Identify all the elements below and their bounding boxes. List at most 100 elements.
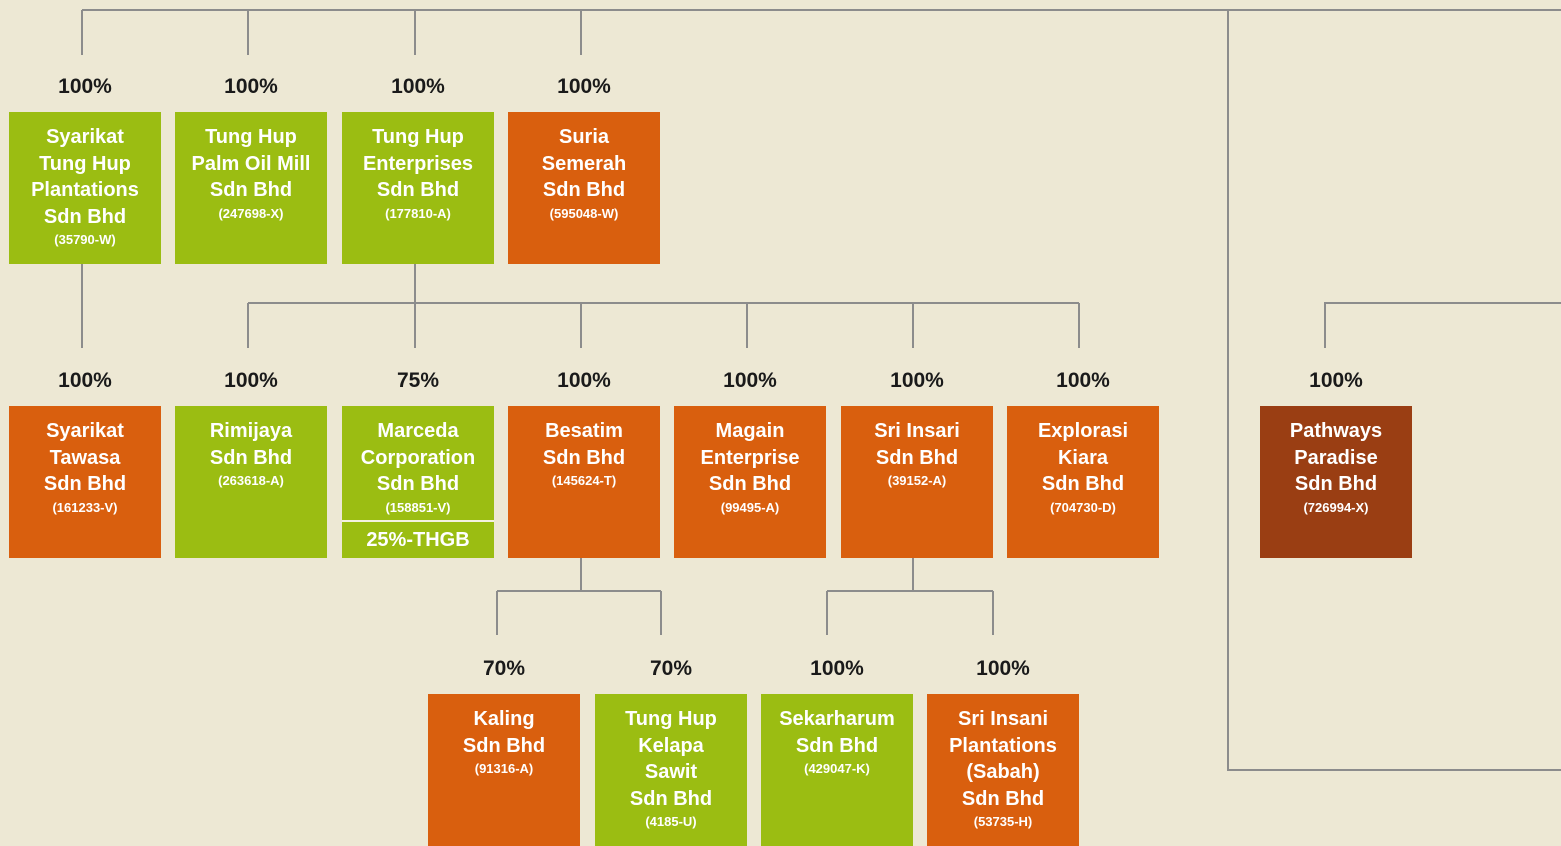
- registration-number: (35790-W): [54, 232, 116, 247]
- company-box: Tung Hup Palm Oil Mill Sdn Bhd (247698-X): [175, 112, 327, 264]
- registration-number: (158851-V): [385, 499, 451, 515]
- company-name: Sdn Bhd: [1041, 473, 1125, 495]
- ownership-percent: 100%: [58, 369, 112, 392]
- ownership-percent: 100%: [976, 657, 1030, 680]
- company-box: Suria Semerah Sdn Bhd (595048-W): [508, 112, 660, 264]
- company-name: Sdn Bhd: [43, 473, 127, 495]
- company-name: Sdn Bhd: [209, 446, 293, 469]
- company-box: Rimijaya Sdn Bhd (263618-A): [175, 406, 327, 558]
- company-name: Corporation: [360, 446, 476, 469]
- ownership-percent: 100%: [224, 75, 278, 98]
- registration-number: (4185-U): [645, 814, 697, 829]
- company-box: Sri Insani Plantations (Sabah) Sdn Bhd (5373…: [927, 694, 1079, 846]
- registration-number: (145624-T): [551, 473, 617, 488]
- company-name: Sdn Bhd: [875, 446, 959, 469]
- company-name: Sri Insani: [957, 708, 1049, 730]
- company-name: Sri Insari: [874, 420, 960, 442]
- registration-number: (39152-A): [887, 473, 947, 488]
- company-name: Enterprises: [362, 152, 474, 175]
- company-box: Sri Insari Sdn Bhd (39152-A): [841, 406, 993, 558]
- company-name: Kelapa: [638, 734, 704, 757]
- company-name: Sawit: [644, 761, 698, 783]
- ownership-percent: 100%: [810, 657, 864, 680]
- company-name: Plantations: [31, 179, 139, 201]
- company-box: Tung Hup Enterprises Sdn Bhd (177810-A): [342, 112, 494, 264]
- company-name: Suria: [558, 126, 610, 148]
- company-name: Sdn Bhd: [376, 473, 460, 495]
- company-box: Tung Hup Kelapa Sawit Sdn Bhd (4185-U): [595, 694, 747, 846]
- company-name: Tung Hup: [625, 708, 717, 730]
- company-name: Kiara: [1057, 446, 1109, 469]
- company-box: Besatim Sdn Bhd (145624-T): [508, 406, 660, 558]
- ownership-percent: 75%: [396, 369, 440, 392]
- ownership-percent: 100%: [557, 75, 611, 98]
- ownership-percent: 70%: [649, 657, 693, 680]
- company-name: Marceda: [377, 420, 459, 442]
- registration-number: (99495-A): [720, 499, 780, 515]
- ownership-percent: 100%: [890, 369, 944, 392]
- company-name: Tung Hup: [39, 152, 131, 175]
- company-name: Semerah: [541, 152, 627, 175]
- company-name: Sdn Bhd: [542, 179, 626, 201]
- company-name: Sdn Bhd: [629, 787, 713, 810]
- company-name: Sdn Bhd: [795, 734, 879, 757]
- ownership-percent: 100%: [557, 369, 611, 392]
- company-name: Kaling: [473, 708, 535, 730]
- ownership-percent: 100%: [723, 369, 777, 392]
- company-name: Besatim: [545, 420, 623, 442]
- company-name: Enterprise: [700, 446, 800, 469]
- company-name: Explorasi: [1037, 420, 1129, 442]
- company-box: Kaling Sdn Bhd (91316-A): [428, 694, 580, 846]
- company-name: Magain: [715, 420, 785, 442]
- company-name: Plantations: [949, 734, 1057, 757]
- registration-number: (429047-K): [804, 761, 870, 776]
- registration-number: (177810-A): [385, 205, 451, 221]
- registration-number: (161233-V): [52, 499, 118, 515]
- company-name: Palm Oil Mill: [191, 152, 311, 175]
- ownership-percent: 100%: [58, 75, 112, 98]
- registration-number: (247698-X): [218, 205, 284, 221]
- registration-number: (53735-H): [973, 814, 1033, 829]
- ownership-percent: 100%: [224, 369, 278, 392]
- company-box: Explorasi Kiara Sdn Bhd (704730-D): [1007, 406, 1159, 558]
- company-name: Paradise: [1294, 446, 1378, 469]
- company-name: Tawasa: [49, 446, 121, 469]
- company-name: Syarikat: [46, 420, 124, 442]
- company-name: Sdn Bhd: [708, 473, 792, 495]
- company-name: Sdn Bhd: [209, 179, 293, 201]
- company-box: Syarikat Tawasa Sdn Bhd (161233-V): [9, 406, 161, 558]
- company-box: Sekarharum Sdn Bhd (429047-K): [761, 694, 913, 846]
- company-name: Tung Hup: [205, 126, 297, 148]
- company-box: Magain Enterprise Sdn Bhd (99495-A): [674, 406, 826, 558]
- company-box: Marceda Corporation Sdn Bhd (158851-V) 25%-T…: [342, 406, 494, 558]
- registration-number: (263618-A): [218, 473, 284, 488]
- connector: [1324, 302, 1561, 348]
- registration-number: (595048-W): [549, 205, 619, 221]
- registration-number: (726994-X): [1303, 499, 1369, 515]
- company-name: Sdn Bhd: [462, 734, 546, 757]
- company-name: Sdn Bhd: [542, 446, 626, 469]
- ownership-percent: 100%: [391, 75, 445, 98]
- company-box: Pathways Paradise Sdn Bhd (726994-X): [1260, 406, 1412, 558]
- connector: [81, 264, 1080, 348]
- company-box: Syarikat Tung Hup Plantations Sdn Bhd (35790…: [9, 112, 161, 264]
- company-name: Pathways: [1289, 420, 1383, 442]
- connector: [496, 558, 994, 635]
- connector: [81, 9, 1561, 771]
- company-name: Sdn Bhd: [1294, 473, 1378, 495]
- ownership-percent: 100%: [1309, 369, 1363, 392]
- ownership-note: 25%-THGB: [342, 520, 494, 558]
- company-name: Syarikat: [46, 126, 124, 148]
- ownership-percent: 100%: [1056, 369, 1110, 392]
- company-name: Sdn Bhd: [43, 205, 127, 228]
- company-name: Sdn Bhd: [376, 179, 460, 201]
- company-name: Tung Hup: [372, 126, 464, 148]
- company-name: (Sabah): [966, 761, 1040, 783]
- company-name: Rimijaya: [209, 420, 293, 442]
- ownership-percent: 70%: [482, 657, 526, 680]
- company-name: Sdn Bhd: [961, 787, 1045, 810]
- registration-number: (91316-A): [474, 761, 534, 776]
- registration-number: (704730-D): [1050, 499, 1116, 515]
